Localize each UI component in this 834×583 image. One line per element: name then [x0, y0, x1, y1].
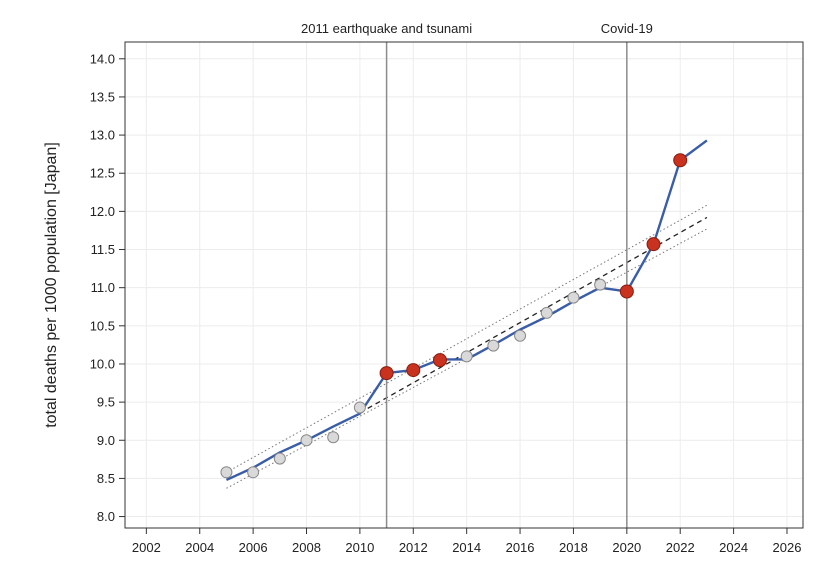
x-tick-label: 2006 — [239, 540, 268, 555]
excess-data-point — [619, 284, 634, 299]
x-tick-label: 2010 — [345, 540, 374, 555]
x-tick-label: 2008 — [292, 540, 321, 555]
y-tick-label: 8.5 — [97, 471, 115, 486]
x-tick-label: 2022 — [666, 540, 695, 555]
x-tick-label: 2014 — [452, 540, 481, 555]
y-tick-label: 13.0 — [90, 128, 115, 143]
x-tick-label: 2024 — [719, 540, 748, 555]
x-tick-label: 2004 — [185, 540, 214, 555]
data-point — [567, 291, 580, 304]
data-point — [540, 306, 553, 319]
plot-frame — [124, 41, 804, 529]
y-tick-label: 10.0 — [90, 356, 115, 371]
x-tick-label: 2026 — [773, 540, 802, 555]
data-points — [220, 153, 688, 479]
x-tick-label: 2012 — [399, 540, 428, 555]
event-label: 2011 earthquake and tsunami — [301, 21, 472, 36]
data-point — [220, 466, 233, 479]
y-tick-label: 12.0 — [90, 204, 115, 219]
x-tick-label: 2018 — [559, 540, 588, 555]
excess-data-point — [379, 366, 394, 381]
y-tick-label: 11.0 — [91, 280, 115, 295]
data-point — [247, 466, 260, 479]
x-tick-label: 2016 — [506, 540, 535, 555]
y-tick-label: 12.5 — [90, 166, 115, 181]
y-axis: 8.0 8.5 9.0 9.5 10.0 10.5 11.0 11.5 12.0 12.5 13.0… — [90, 51, 125, 524]
excess-data-point — [432, 353, 447, 368]
trend-line — [359, 216, 708, 414]
y-tick-label: 8.0 — [97, 509, 115, 524]
y-tick-label: 14.0 — [90, 51, 115, 66]
y-tick-label: 10.5 — [90, 318, 115, 333]
y-axis-title: total deaths per 1000 population [Japan] — [43, 142, 60, 428]
y-tick-label: 11.5 — [91, 242, 115, 257]
data-point — [273, 452, 286, 465]
data-point — [327, 431, 340, 444]
x-tick-label: 2002 — [132, 540, 161, 555]
data-point — [514, 329, 527, 342]
excess-data-point — [406, 363, 421, 378]
excess-data-point — [646, 237, 661, 252]
event-label: Covid-19 — [601, 21, 653, 36]
data-point — [300, 434, 313, 447]
x-axis: 2002 2004 2006 2008 2010 2012 2014 2016 2018 2020… — [132, 528, 802, 555]
data-point — [594, 278, 607, 291]
y-tick-label: 13.5 — [90, 89, 115, 104]
y-tick-label: 9.5 — [97, 395, 115, 410]
data-point — [353, 401, 366, 414]
excess-data-point — [673, 153, 688, 168]
x-tick-label: 2020 — [612, 540, 641, 555]
y-tick-label: 9.0 — [97, 433, 115, 448]
data-point — [487, 339, 500, 352]
data-point — [460, 350, 473, 363]
